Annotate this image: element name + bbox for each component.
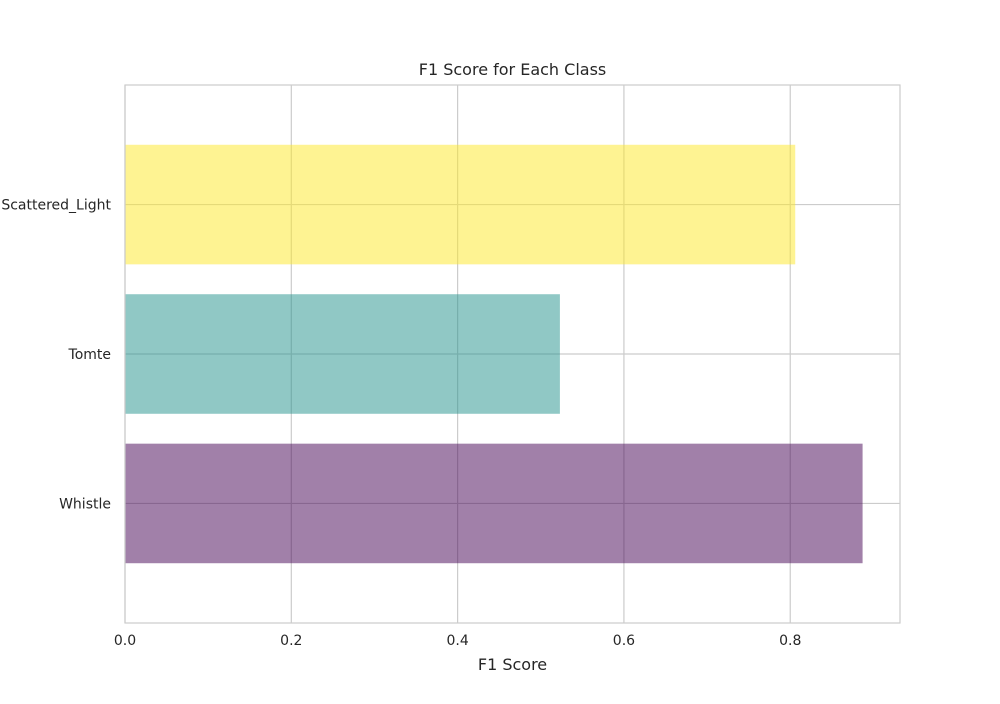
plot-frame <box>124 84 901 624</box>
bar-tomte <box>125 294 560 414</box>
y-tick-label: Scattered_Light <box>1 198 111 214</box>
bars <box>125 144 863 564</box>
bar-scattered-light <box>125 144 796 265</box>
x-tick-label: 0.0 <box>114 633 136 649</box>
chart-title: F1 Score for Each Class <box>419 60 606 79</box>
tick-labels: 0.0 0.2 0.4 0.6 0.8 Whistle Tomte Scattered_Lig… <box>1 198 801 649</box>
y-tick-label: Whistle <box>59 496 111 512</box>
x-tick-label: 0.2 <box>280 633 302 649</box>
x-tick-label: 0.8 <box>779 633 801 649</box>
x-tick-label: 0.4 <box>446 633 468 649</box>
y-tick-label: Tomte <box>68 347 111 363</box>
x-tick-label: 0.6 <box>613 633 635 649</box>
bar-whistle <box>125 443 863 564</box>
x-axis-label: F1 Score <box>478 655 547 674</box>
